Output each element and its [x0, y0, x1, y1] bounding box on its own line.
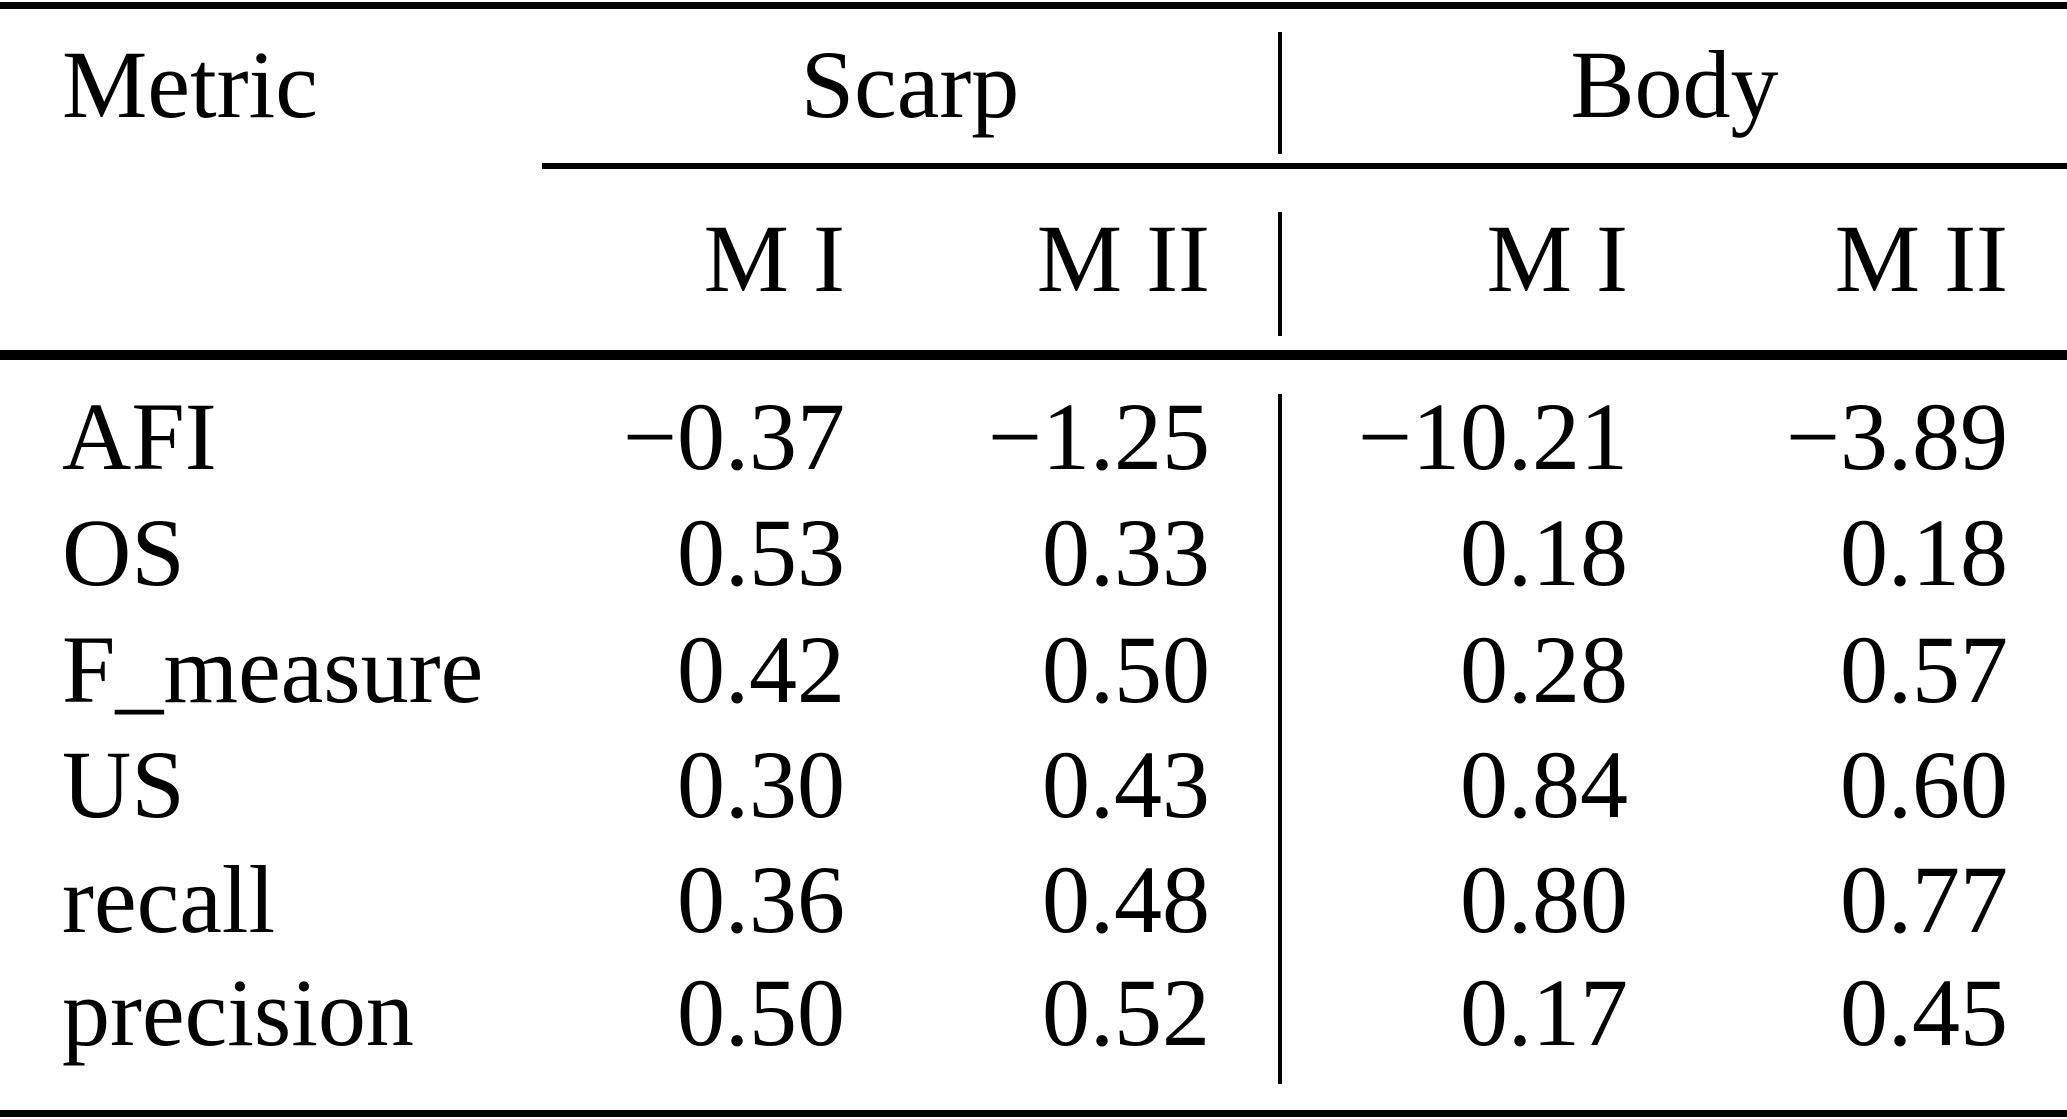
cell-fmeasure-body-m1: 0.28 — [1460, 616, 1628, 723]
cell-afi-scarp-m2: −1.25 — [987, 383, 1210, 490]
subcol-header-body-m1: M I — [1486, 205, 1628, 312]
row-label-us: US — [62, 731, 185, 838]
cell-precision-scarp-m1: 0.50 — [677, 959, 845, 1066]
cell-recall-body-m1: 0.80 — [1460, 846, 1628, 953]
cell-os-scarp-m2: 0.33 — [1042, 499, 1210, 606]
row-label-f-measure: F_measure — [62, 616, 484, 723]
group-vertical-separator-bottom — [1278, 394, 1282, 1084]
cell-recall-scarp-m2: 0.48 — [1042, 846, 1210, 953]
cell-us-body-m1: 0.84 — [1460, 731, 1628, 838]
header-row-subcolumns: M I M II M I M II — [0, 201, 2067, 316]
row-label-recall: recall — [62, 846, 276, 953]
group-vertical-separator-top — [1278, 32, 1282, 154]
table-row: recall 0.36 0.48 0.80 0.77 — [0, 842, 2067, 957]
subcol-header-body-m2: M II — [1834, 205, 2008, 312]
table-top-rule — [0, 2, 2067, 9]
group-vertical-separator-middle — [1278, 212, 1282, 336]
cell-precision-scarp-m2: 0.52 — [1042, 959, 1210, 1066]
cell-afi-scarp-m1: −0.37 — [622, 383, 845, 490]
table-row: F_measure 0.42 0.50 0.28 0.57 — [0, 612, 2067, 727]
subcol-header-scarp-m1: M I — [703, 205, 845, 312]
header-row-groups: Metric Scarp Body — [0, 27, 2067, 142]
group-header-scarp: Scarp — [800, 31, 1020, 138]
table-row: precision 0.50 0.52 0.17 0.45 — [0, 955, 2067, 1070]
cell-recall-body-m2: 0.77 — [1840, 846, 2008, 953]
table-row: AFI −0.37 −1.25 −10.21 −3.89 — [0, 379, 2067, 494]
table-row: OS 0.53 0.33 0.18 0.18 — [0, 495, 2067, 610]
cell-us-scarp-m2: 0.43 — [1042, 731, 1210, 838]
cell-os-body-m2: 0.18 — [1840, 499, 2008, 606]
group-header-body: Body — [1570, 31, 1779, 138]
cell-afi-body-m1: −10.21 — [1357, 383, 1628, 490]
table-bottom-rule — [0, 1110, 2067, 1117]
metric-column-header: Metric — [62, 31, 318, 138]
row-label-afi: AFI — [62, 383, 217, 490]
subcol-header-scarp-m2: M II — [1036, 205, 1210, 312]
group-header-rule — [542, 163, 2067, 169]
cell-us-scarp-m1: 0.30 — [677, 731, 845, 838]
cell-os-scarp-m1: 0.53 — [677, 499, 845, 606]
row-label-precision: precision — [62, 959, 414, 1066]
cell-os-body-m1: 0.18 — [1460, 499, 1628, 606]
cell-afi-body-m2: −3.89 — [1785, 383, 2008, 490]
cell-fmeasure-scarp-m2: 0.50 — [1042, 616, 1210, 723]
cell-recall-scarp-m1: 0.36 — [677, 846, 845, 953]
cell-precision-body-m2: 0.45 — [1840, 959, 2008, 1066]
table-row: US 0.30 0.43 0.84 0.60 — [0, 727, 2067, 842]
cell-fmeasure-body-m2: 0.57 — [1840, 616, 2008, 723]
row-label-os: OS — [62, 499, 185, 606]
cell-fmeasure-scarp-m1: 0.42 — [677, 616, 845, 723]
cell-precision-body-m1: 0.17 — [1460, 959, 1628, 1066]
header-body-rule — [0, 350, 2067, 360]
cell-us-body-m2: 0.60 — [1840, 731, 2008, 838]
